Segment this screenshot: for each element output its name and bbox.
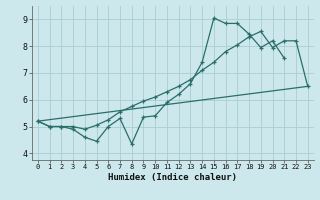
X-axis label: Humidex (Indice chaleur): Humidex (Indice chaleur) [108,173,237,182]
